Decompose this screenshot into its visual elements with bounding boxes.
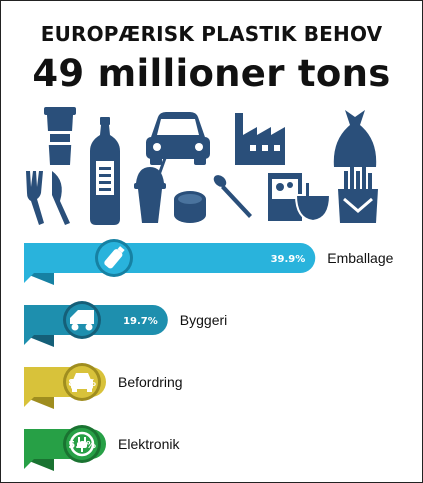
cup-icon — [44, 107, 76, 165]
car-icon — [146, 112, 210, 165]
category-label: Byggeri — [180, 312, 227, 328]
factory-icon — [235, 113, 285, 165]
bar-row-befordring: 8.9% Befordring — [24, 363, 183, 409]
bottle-icon — [104, 246, 125, 269]
page-subtitle: 49 millioner tons — [32, 52, 391, 95]
ribbon-fold — [24, 459, 54, 471]
spoon-icon — [213, 175, 252, 218]
bars-group: 39.9% Emballage 19.7% Byggeri 8.9% Befordring… — [24, 239, 394, 471]
smoothie-cup-icon — [134, 157, 167, 223]
trash-bag-icon — [333, 110, 377, 167]
ribbon-fold — [24, 397, 54, 409]
bar-value-label: 8.9% — [68, 378, 96, 389]
cereal-box-icon — [268, 173, 332, 223]
category-label: Emballage — [327, 250, 393, 266]
fork-knife-icon — [26, 171, 70, 225]
category-label: Befordring — [118, 374, 183, 390]
bar-row-byggeri: 19.7% Byggeri — [24, 301, 227, 347]
truck-icon — [70, 310, 94, 331]
page-title: EUROPÆRISK PLASTIK BEHOV — [40, 22, 383, 46]
category-label: Elektronik — [118, 436, 180, 452]
bar-row-elektronik: 5.8% Elektronik — [24, 425, 180, 471]
plug-icon — [69, 431, 95, 457]
ribbon-fold — [24, 335, 54, 347]
fries-box-icon — [338, 167, 378, 223]
plastic-demand-bar-chart: 39.9% Emballage 19.7% Byggeri 8.9% Befordring… — [24, 239, 394, 471]
bar-value-label: 5.8% — [68, 440, 96, 451]
bottle-icon — [90, 117, 120, 225]
ribbon-fold — [24, 273, 54, 285]
bar-row-emballage: 39.9% Emballage — [24, 239, 394, 285]
bar-value-label: 39.9% — [271, 254, 306, 265]
product-icons-row — [26, 107, 378, 225]
car-icon — [71, 373, 93, 392]
tin-icon — [174, 191, 206, 223]
bar-value-label: 19.7% — [123, 316, 158, 327]
